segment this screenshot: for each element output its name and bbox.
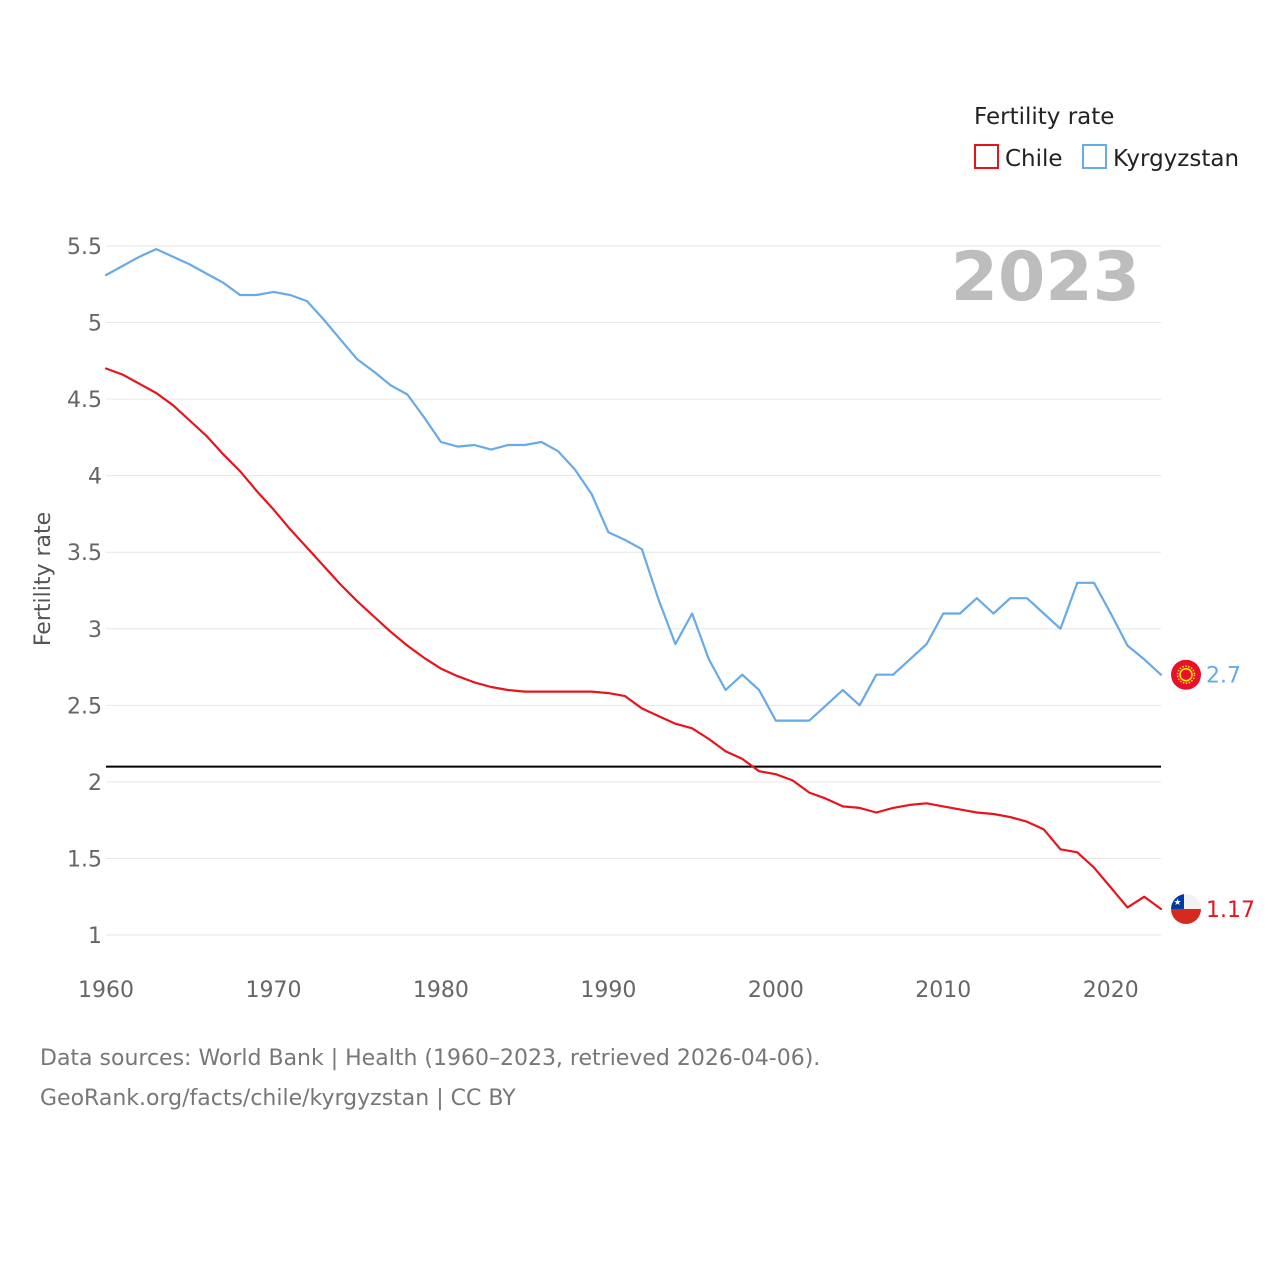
x-tick-label: 2000 (748, 978, 804, 1003)
end-markers: ★ 1.17 2.7 (1171, 659, 1255, 924)
series-lines (104, 248, 1163, 911)
end-value-kyrgyzstan: 2.7 (1206, 664, 1241, 689)
source-link[interactable]: GeoRank.org/facts/chile/kyrgyzstan | CC … (40, 1086, 516, 1111)
legend: Fertility rate Chile Kyrgyzstan (974, 104, 1239, 172)
legend-swatch-chile (974, 144, 999, 169)
grid-lines (106, 245, 1161, 936)
y-tick-label: 2.5 (67, 694, 102, 719)
series-line-kyrgyzstan (104, 248, 1163, 722)
end-value-chile: 1.17 (1206, 898, 1255, 923)
y-tick-label: 1.5 (67, 847, 102, 872)
x-axis-ticks: 1960 1970 1980 1990 2000 2010 2020 (78, 978, 1139, 1003)
y-axis-label: Fertility rate (31, 512, 56, 646)
y-tick-label: 5 (88, 312, 102, 337)
current-year-label: 2023 (951, 238, 1140, 317)
y-tick-label: 1 (88, 924, 102, 949)
x-tick-label: 1990 (580, 978, 636, 1003)
x-tick-label: 1960 (78, 978, 134, 1003)
y-tick-label: 3 (88, 618, 102, 643)
x-tick-label: 2010 (915, 978, 971, 1003)
legend-label-chile[interactable]: Chile (1005, 146, 1063, 172)
flag-chile-icon: ★ (1171, 893, 1201, 924)
legend-title: Fertility rate (974, 104, 1114, 130)
y-tick-label: 4.5 (67, 388, 102, 413)
y-tick-label: 4 (88, 465, 102, 490)
legend-swatch-kyrgyzstan (1082, 144, 1107, 169)
series-line-chile (104, 367, 1163, 911)
y-tick-label: 5.5 (67, 235, 102, 260)
flag-kyrgyzstan-icon (1171, 659, 1201, 690)
legend-label-kyrgyzstan[interactable]: Kyrgyzstan (1113, 146, 1239, 172)
x-tick-label: 2020 (1083, 978, 1139, 1003)
svg-text:★: ★ (1173, 898, 1181, 908)
y-tick-label: 3.5 (67, 541, 102, 566)
data-sources-note: Data sources: World Bank | Health (1960–… (40, 1046, 821, 1071)
x-tick-label: 1970 (245, 978, 301, 1003)
y-axis-ticks: 1 1.5 2 2.5 3 3.5 4 4.5 5 5.5 (67, 235, 102, 949)
x-tick-label: 1980 (413, 978, 469, 1003)
y-tick-label: 2 (88, 771, 102, 796)
